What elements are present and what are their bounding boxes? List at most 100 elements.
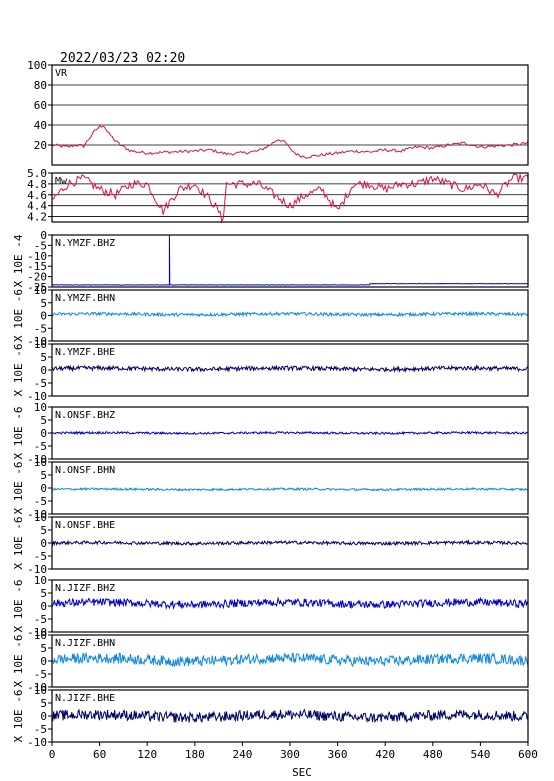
- y-tick-label: 0: [40, 655, 47, 668]
- panel-label: N.JIZF.BHZ: [55, 583, 115, 594]
- y-tick-label: -5: [34, 495, 47, 508]
- y-tick-label: 0: [40, 364, 47, 377]
- x-tick-label: 0: [49, 748, 56, 761]
- y-tick-label: -5: [34, 440, 47, 453]
- series-line-mw: [52, 174, 528, 221]
- series-line-ymzf_bhz: [52, 235, 528, 285]
- panel-mw: 4.24.44.64.85.0 Mw: [27, 167, 528, 224]
- x-tick-label: 180: [185, 748, 205, 761]
- panel-label: N.YMZF.BHE: [55, 347, 115, 358]
- panel-frame: [52, 290, 528, 341]
- y-tick-label: -5: [34, 723, 47, 736]
- y-tick-label: 10: [34, 684, 47, 697]
- y-tick-label: 0: [40, 229, 47, 242]
- y-tick-label: 40: [34, 119, 47, 132]
- y-tick-label: 5: [40, 587, 47, 600]
- series-line-onsf_bhn: [52, 488, 528, 491]
- y-tick-label: 5: [40, 414, 47, 427]
- y-tick-label: 100: [27, 59, 47, 72]
- y-axis-label: X 10E -6: [12, 580, 25, 633]
- x-tick-label: 120: [137, 748, 157, 761]
- y-tick-label: 5: [40, 351, 47, 364]
- series-line-onsf_bhz: [52, 432, 528, 435]
- panel-frame: [52, 65, 528, 165]
- y-tick-label: -5: [34, 550, 47, 563]
- y-tick-label: 0: [40, 710, 47, 723]
- panel-ymzf_bhz: -25-20-15-10-50N.YMZF.BHZX 10E -4: [12, 229, 528, 294]
- y-tick-label: 60: [34, 99, 47, 112]
- panel-frame: [52, 690, 528, 742]
- series-line-jizf_bhn: [52, 653, 528, 666]
- panel-jizf_bhe: -10-50510 N.JIZF.BHE X 10E -6: [12, 684, 528, 749]
- y-tick-label: 5: [40, 297, 47, 310]
- x-tick-label: 240: [232, 748, 252, 761]
- x-tick-label: 360: [328, 748, 348, 761]
- y-tick-label: -5: [34, 613, 47, 626]
- y-axis-label: X 10E -6: [12, 517, 25, 570]
- y-tick-label: 0: [40, 427, 47, 440]
- y-tick-label: -5: [34, 668, 47, 681]
- panel-label: N.ONSF.BHE: [55, 520, 115, 531]
- panel-label: N.YMZF.BHZ: [55, 238, 115, 249]
- panel-label: N.YMZF.BHN: [55, 293, 115, 304]
- x-tick-label: 600: [518, 748, 538, 761]
- panel-frame: [52, 462, 528, 514]
- y-tick-label: -5: [34, 322, 47, 335]
- y-axis-label: X 10E -6: [12, 690, 25, 743]
- y-tick-label: 5: [40, 642, 47, 655]
- y-tick-label: 5: [40, 697, 47, 710]
- y-tick-label: 0: [40, 482, 47, 495]
- y-tick-label: -5: [34, 377, 47, 390]
- panel-label: VR: [55, 68, 68, 79]
- x-axis-label: SEC: [292, 766, 312, 779]
- y-tick-label: 0: [40, 600, 47, 613]
- y-tick-label: 10: [34, 401, 47, 414]
- x-axis: 0 60 120 180 240 300 360 420 480 540 600 SEC: [49, 742, 538, 779]
- y-tick-label: 5.0: [27, 167, 47, 180]
- y-axis-label: X 10E -6: [12, 635, 25, 688]
- series-line-ymzf_bhn: [52, 312, 528, 316]
- y-axis-label: X 10E -6: [12, 462, 25, 515]
- y-axis-label: X 10E -6: [12, 344, 25, 397]
- y-tick-label: 10: [34, 338, 47, 351]
- y-tick-label: 10: [34, 574, 47, 587]
- y-tick-label: 10: [34, 629, 47, 642]
- y-tick-label: 0: [40, 310, 47, 323]
- y-axis-label: X 10E -6: [12, 407, 25, 460]
- panel-frame: [52, 235, 528, 287]
- y-tick-label: 5: [40, 469, 47, 482]
- x-tick-label: 300: [280, 748, 300, 761]
- y-tick-label: 80: [34, 79, 47, 92]
- y-axis-label: X 10E -6: [12, 289, 25, 342]
- panel-vr: 20 40 60 80 100 VR: [27, 59, 528, 165]
- x-tick-label: 60: [93, 748, 106, 761]
- panel-label: N.ONSF.BHZ: [55, 410, 115, 421]
- y-tick-label: 10: [34, 456, 47, 469]
- y-axis-label: X 10E -4: [12, 234, 25, 287]
- panel-frame: [52, 173, 528, 222]
- panel-label: Mw: [55, 176, 68, 187]
- panel-label: N.JIZF.BHE: [55, 693, 115, 704]
- y-tick-label: 5: [40, 524, 47, 537]
- y-tick-label: 0: [40, 537, 47, 550]
- y-tick-label: 10: [34, 284, 47, 297]
- panel-label: N.ONSF.BHN: [55, 465, 115, 476]
- x-tick-label: 540: [470, 748, 490, 761]
- x-tick-label: 420: [375, 748, 395, 761]
- y-tick-label: -10: [27, 736, 47, 749]
- panel-label: N.JIZF.BHN: [55, 638, 115, 649]
- header-timestamp: 2022/03/23 02:20: [60, 51, 185, 66]
- y-tick-label: 10: [34, 511, 47, 524]
- series-line-vr: [52, 126, 528, 158]
- panel-frame: [52, 344, 528, 396]
- y-tick-label: 20: [34, 139, 47, 152]
- series-line-ymzf_bhe: [52, 366, 528, 371]
